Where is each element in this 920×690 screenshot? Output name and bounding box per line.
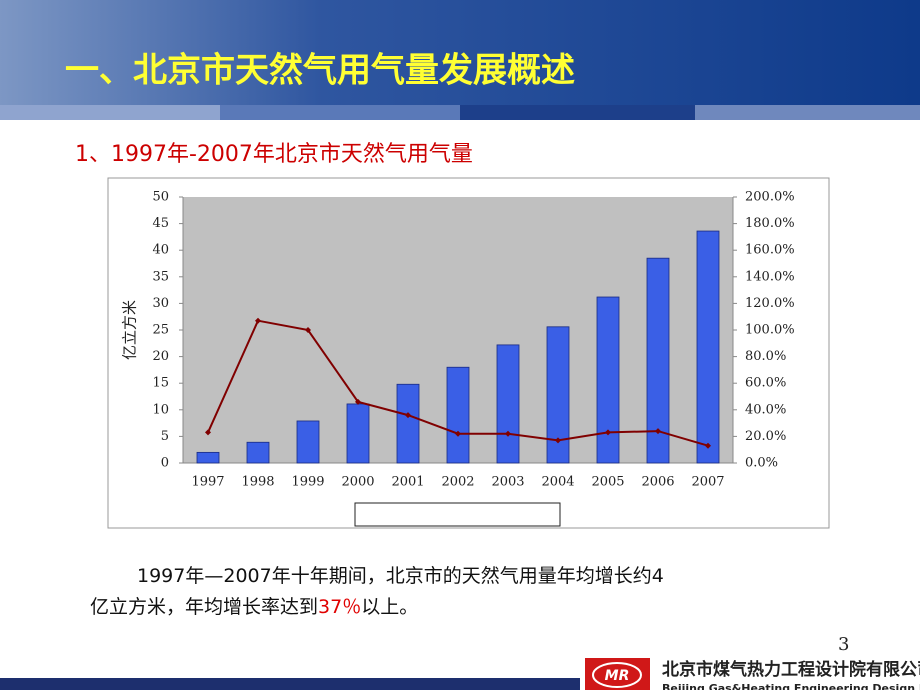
y2-tick-label: 40.0% [745,402,786,417]
logo-ring [592,662,642,688]
bar [296,420,320,464]
page-number: 3 [838,634,849,655]
bar [446,366,470,464]
bar [246,441,270,464]
stripe [0,105,220,120]
y2-tick-label: 100.0% [745,323,795,338]
bar [696,230,720,464]
slide-subtitle: 1、1997年-2007年北京市天然气用气量 [75,142,473,167]
line-marker [455,430,461,437]
y-tick-label: 5 [161,429,169,444]
paragraph-tail: 以上。 [361,596,418,618]
y-tick-label: 20 [152,349,169,364]
legend-box [354,502,561,527]
y2-tick-label: 180.0% [745,216,795,231]
stripe [460,105,695,120]
company-name: 北京市煤气热力工程设计院有限公司 [662,659,920,680]
y2-tick-label: 60.0% [745,376,786,391]
y-tick-label: 25 [152,323,169,338]
stripe [695,105,920,120]
company-name-en: Beijing Gas&Heating Engineering Design I… [662,682,920,690]
line-marker [505,430,511,437]
footer-band [0,678,580,690]
y-tick-label: 45 [152,216,169,231]
bar [196,451,220,464]
line-marker [205,429,211,436]
paragraph-line: 1997年—2007年十年期间，北京市的天然气用量年均增长约4 [137,565,664,587]
y-tick-label: 30 [152,296,169,311]
y-tick-label: 10 [152,402,169,417]
paragraph-line: 亿立方米，年均增长率达到 [90,596,318,618]
logo-text: MR [605,668,630,684]
y-tick-label: 50 [152,190,169,205]
y-axis-label: 亿立方米 [121,300,139,360]
x-tick-label: 1998 [241,475,274,490]
y2-tick-label: 140.0% [745,269,795,284]
y2-tick-label: 80.0% [745,349,786,364]
line-marker [705,442,711,449]
header-band [0,0,920,105]
y-tick-label: 15 [152,376,169,391]
stripe [220,105,460,120]
y2-tick-label: 160.0% [745,243,795,258]
bar [396,383,420,464]
x-tick-label: 2005 [591,475,624,490]
x-tick-label: 1997 [191,475,224,490]
x-tick-label: 2007 [691,475,724,490]
x-tick-label: 2000 [341,475,374,490]
x-tick-label: 2001 [391,475,424,490]
y-tick-label: 0 [161,456,169,471]
x-tick-label: 1999 [291,475,324,490]
line-marker [655,428,661,435]
y-tick-label: 35 [152,269,169,284]
line-marker [255,317,261,324]
y2-tick-label: 0.0% [745,456,778,471]
x-tick-label: 2002 [441,475,474,490]
bar [346,403,370,464]
y2-tick-label: 200.0% [745,190,795,205]
bar [596,296,620,464]
slide-title: 一、北京市天然气用气量发展概述 [65,51,575,91]
line-marker [605,429,611,436]
bar [546,326,570,464]
y2-tick-label: 120.0% [745,296,795,311]
line-marker [305,327,311,333]
line-marker [555,437,561,444]
y-tick-label: 40 [152,243,169,258]
x-tick-label: 2006 [641,475,674,490]
paragraph: 1997年—2007年十年期间，北京市的天然气用量年均增长约4 亿立方米，年均增… [90,565,670,618]
x-tick-label: 2003 [491,475,524,490]
bar [496,344,520,464]
x-tick-label: 2004 [541,475,574,490]
line-marker [355,398,361,405]
highlight: 37％ [318,596,361,618]
line-marker [405,412,411,419]
y2-tick-label: 20.0% [745,429,786,444]
bar [646,257,670,464]
